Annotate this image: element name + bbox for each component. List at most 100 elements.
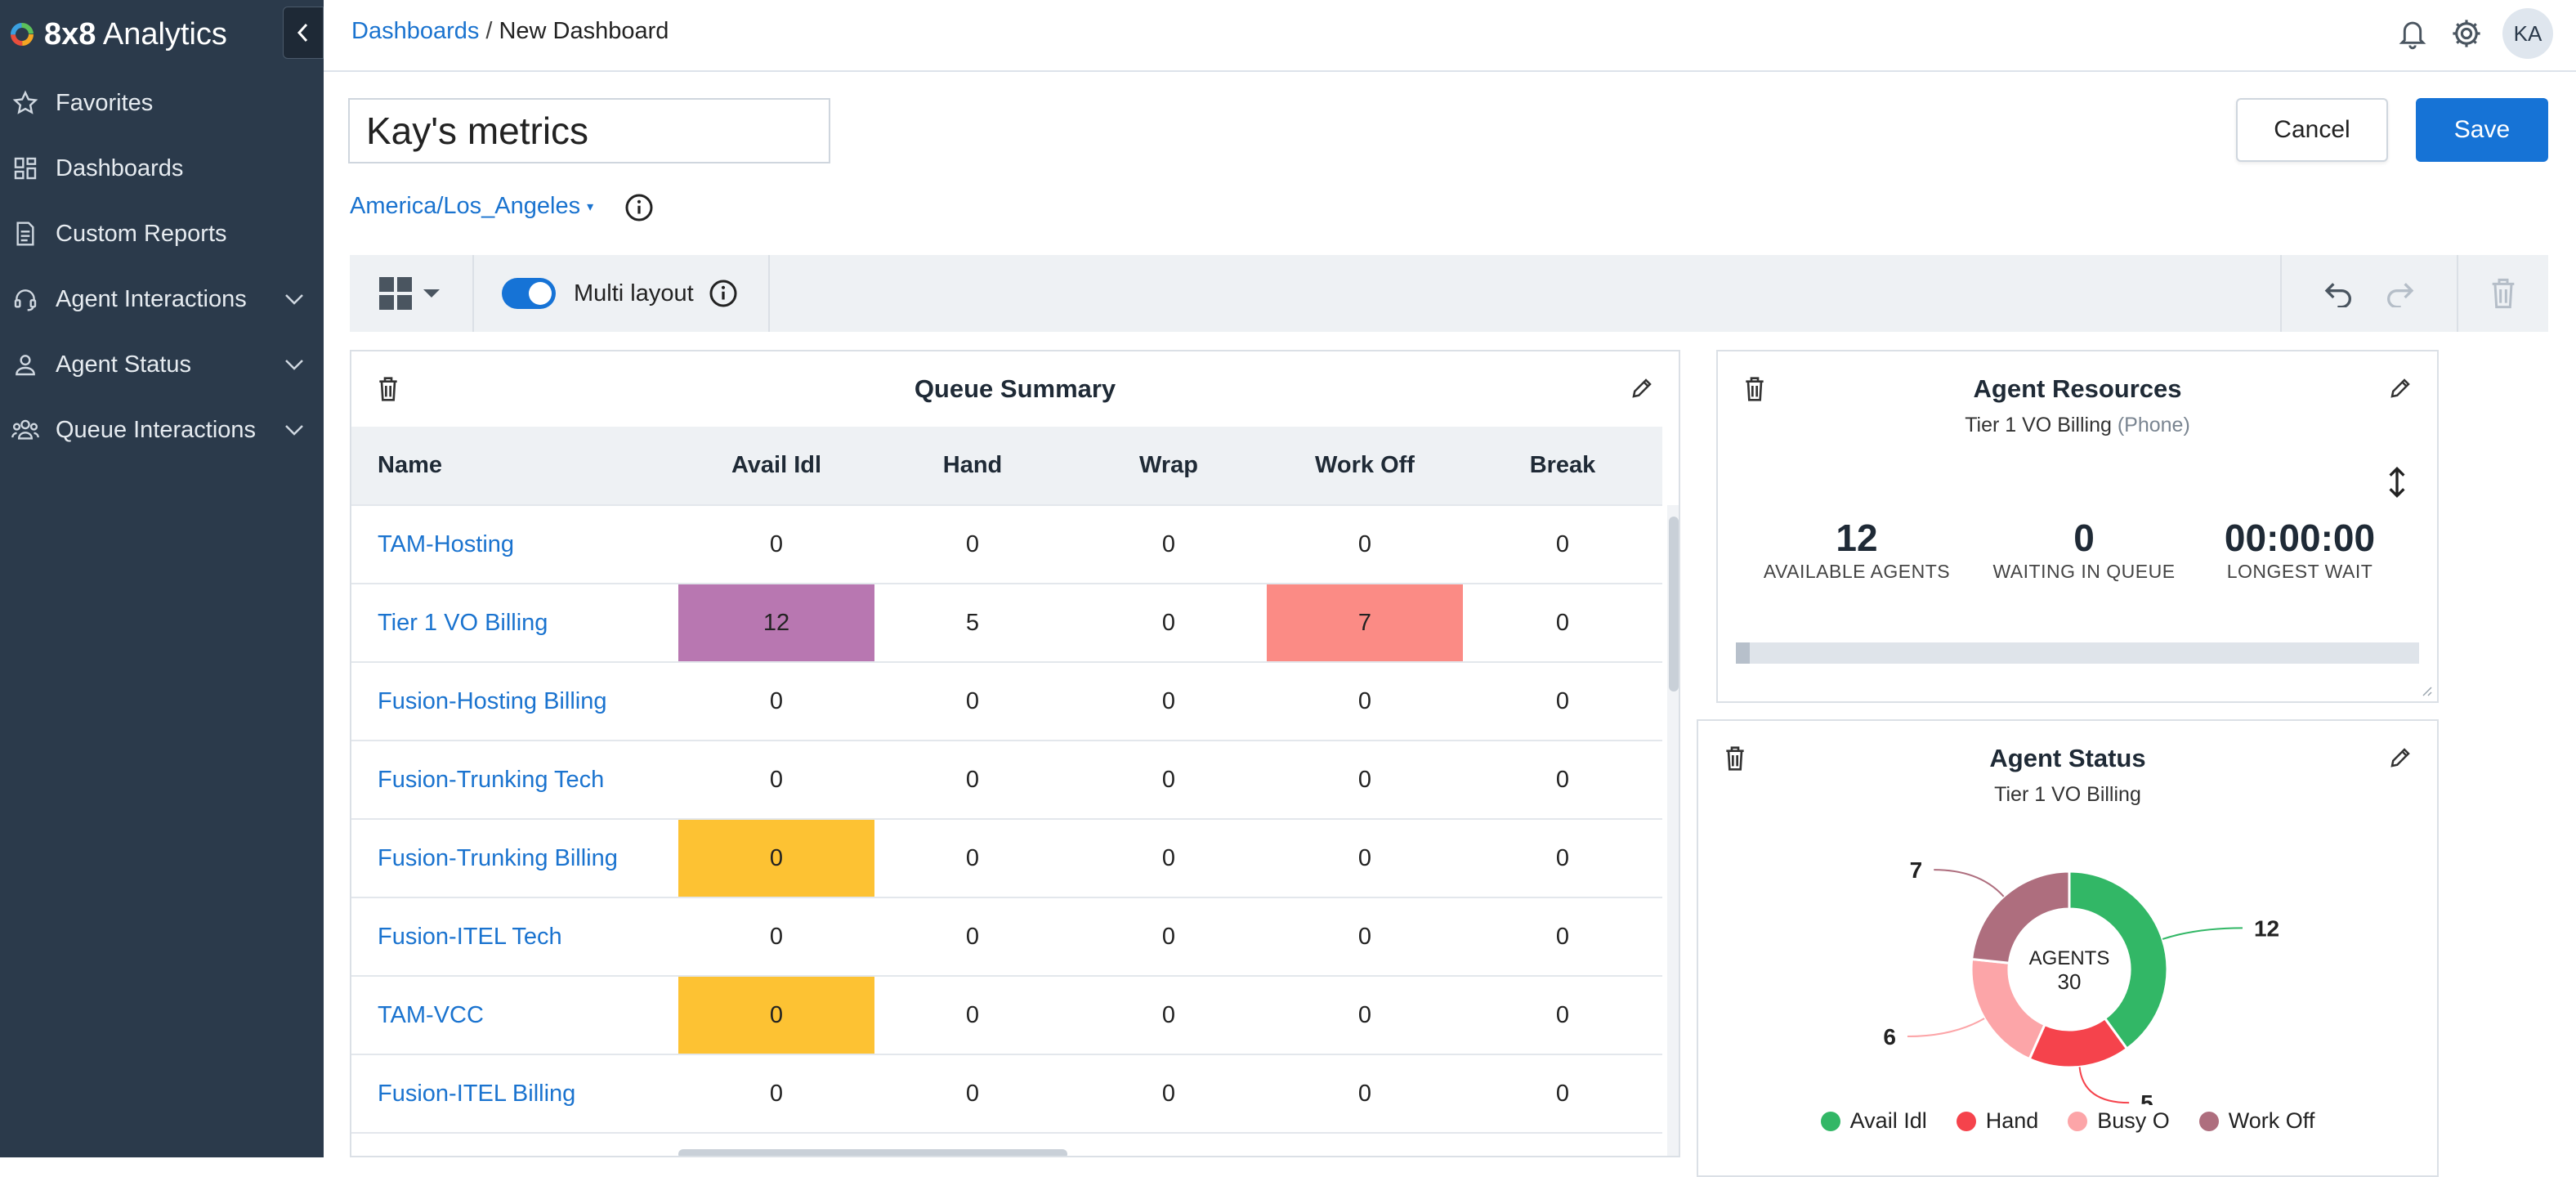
sidebar-item-agent-status[interactable]: Agent Status bbox=[0, 332, 324, 397]
queue-summary-widget: Queue Summary Name Avail Idl Hand Wrap W… bbox=[350, 350, 1680, 1157]
bell-icon[interactable] bbox=[2395, 16, 2431, 51]
legend-item[interactable]: Busy O bbox=[2068, 1108, 2170, 1134]
table-cell: 0 bbox=[678, 1054, 874, 1133]
sidebar-item-custom-reports[interactable]: Custom Reports bbox=[0, 201, 324, 266]
widget-title: Agent Resources bbox=[1973, 374, 2182, 403]
queue-summary-table: Name Avail Idl Hand Wrap Work Off Break … bbox=[351, 427, 1662, 1156]
chevron-down-icon[interactable] bbox=[281, 286, 307, 312]
resize-vertical-icon[interactable] bbox=[2385, 466, 2409, 499]
queue-name-link[interactable]: TAM-VCC bbox=[351, 975, 678, 1054]
table-cell: 0 bbox=[1071, 818, 1267, 897]
document-icon bbox=[11, 220, 39, 248]
cancel-button[interactable]: Cancel bbox=[2236, 98, 2388, 162]
queue-name-link[interactable]: Fusion-ITEL Billing bbox=[351, 1054, 678, 1133]
undo-icon[interactable] bbox=[2323, 280, 2355, 307]
multi-layout-toggle[interactable] bbox=[502, 278, 556, 309]
queue-name-link[interactable]: Tier 1 VO Billing bbox=[351, 583, 678, 662]
legend-swatch bbox=[2068, 1111, 2088, 1131]
table-row[interactable]: Fusion-Hosting Billing 0 0 0 0 0 bbox=[351, 661, 1662, 741]
column-header[interactable]: Hand bbox=[874, 427, 1071, 505]
save-button[interactable]: Save bbox=[2416, 98, 2548, 162]
sidebar-item-dashboards[interactable]: Dashboards bbox=[0, 136, 324, 201]
brand[interactable]: 8x8 Analytics bbox=[8, 11, 227, 57]
table-cell: 0 bbox=[1071, 661, 1267, 741]
delete-all-button[interactable] bbox=[2458, 255, 2548, 332]
collapse-sidebar-button[interactable] bbox=[283, 7, 324, 59]
table-row[interactable]: Tier 1 VO Billing 12 5 0 7 0 bbox=[351, 583, 1662, 662]
table-row[interactable]: TAM-Hosting 0 0 0 0 0 bbox=[351, 504, 1662, 584]
legend-item[interactable]: Hand bbox=[1956, 1108, 2038, 1134]
table-cell: 0 bbox=[1071, 504, 1267, 584]
column-header[interactable]: Avail Idl bbox=[678, 427, 874, 505]
table-cell: 0 bbox=[1267, 504, 1463, 584]
longest-wait-stat: 00:00:00 LONGEST WAIT bbox=[2177, 515, 2422, 583]
caret-down-icon: ▾ bbox=[587, 199, 594, 214]
trash-icon[interactable] bbox=[1723, 745, 1747, 772]
table-row[interactable]: Fusion-ITEL Billing 0 0 0 0 0 bbox=[351, 1054, 1662, 1133]
breadcrumb-current: New Dashboard bbox=[499, 18, 669, 44]
layout-grid-icon bbox=[379, 277, 412, 310]
sidebar-item-queue-interactions[interactable]: Queue Interactions bbox=[0, 397, 324, 463]
table-cell: 0 bbox=[678, 818, 874, 897]
donut-slice[interactable] bbox=[1970, 870, 2071, 964]
star-icon bbox=[11, 89, 39, 117]
app-logo-icon bbox=[11, 23, 34, 46]
scrollbar-thumb[interactable] bbox=[1669, 517, 1679, 691]
queue-name-link[interactable]: Fusion-Hosting Billing bbox=[351, 661, 678, 741]
donut-center-label: AGENTS bbox=[2029, 947, 2110, 969]
avatar[interactable]: KA bbox=[2502, 8, 2553, 59]
table-cell: 0 bbox=[874, 740, 1071, 819]
redo-icon[interactable] bbox=[2383, 280, 2416, 307]
dashboard-name-input[interactable] bbox=[348, 98, 830, 163]
queue-name-link[interactable]: Fusion-Trunking Tech bbox=[351, 740, 678, 819]
info-icon[interactable] bbox=[709, 279, 738, 308]
sidebar-item-label: Favorites bbox=[56, 89, 154, 116]
headset-icon bbox=[11, 285, 39, 313]
layout-picker-button[interactable] bbox=[350, 255, 474, 332]
donut-slice[interactable] bbox=[2068, 870, 2169, 1051]
slice-value-label: 7 bbox=[1910, 857, 1923, 883]
chevron-down-icon[interactable] bbox=[281, 351, 307, 378]
slice-leader-line bbox=[1907, 1018, 1985, 1037]
table-cell: 0 bbox=[1463, 975, 1662, 1054]
chevron-down-icon[interactable] bbox=[281, 417, 307, 443]
table-row[interactable]: TAM-VCC 0 0 0 0 0 bbox=[351, 975, 1662, 1054]
sidebar-item-agent-interactions[interactable]: Agent Interactions bbox=[0, 266, 324, 332]
donut-slice[interactable] bbox=[1970, 957, 2046, 1061]
trash-icon[interactable] bbox=[1742, 376, 1767, 402]
stat-label: AVAILABLE AGENTS bbox=[1763, 561, 1951, 582]
vertical-scrollbar[interactable] bbox=[1667, 505, 1679, 1156]
table-row[interactable]: Fusion-ITEL Tech 0 0 0 0 0 bbox=[351, 897, 1662, 976]
queue-name-link[interactable]: Fusion-ITEL Tech bbox=[351, 897, 678, 976]
top-bar: Dashboards / New Dashboard KA bbox=[324, 0, 2576, 72]
breadcrumb-dashboards-link[interactable]: Dashboards bbox=[351, 18, 480, 44]
table-row[interactable]: Fusion-Trunking Tech 0 0 0 0 0 bbox=[351, 740, 1662, 819]
queue-name-link[interactable]: Fusion-Trunking Billing bbox=[351, 818, 678, 897]
table-cell: 0 bbox=[678, 897, 874, 976]
chart-legend: Avail Idl Hand Busy O Work Off bbox=[1698, 1108, 2437, 1134]
sidebar-item-favorites[interactable]: Favorites bbox=[0, 70, 324, 136]
column-header[interactable]: Wrap bbox=[1071, 427, 1267, 505]
trash-icon[interactable] bbox=[376, 376, 400, 402]
legend-item[interactable]: Work Off bbox=[2198, 1108, 2314, 1134]
table-row[interactable]: Fusion-Trunking Billing 0 0 0 0 0 bbox=[351, 818, 1662, 897]
queue-name-link[interactable]: TAM-Hosting bbox=[351, 504, 678, 584]
horizontal-scrollbar[interactable] bbox=[678, 1149, 1067, 1156]
pencil-icon[interactable] bbox=[1630, 376, 1654, 401]
legend-swatch bbox=[2198, 1111, 2219, 1131]
info-icon[interactable] bbox=[624, 193, 654, 222]
queue-name-link[interactable] bbox=[351, 1132, 678, 1156]
pencil-icon[interactable] bbox=[2388, 376, 2413, 401]
timezone-dropdown[interactable]: America/Los_Angeles ▾ bbox=[350, 193, 593, 220]
resize-grip-icon[interactable] bbox=[2421, 685, 2432, 696]
breadcrumb-separator: / bbox=[485, 18, 493, 44]
pencil-icon[interactable] bbox=[2388, 745, 2413, 770]
column-header[interactable]: Break bbox=[1463, 427, 1662, 505]
gear-icon[interactable] bbox=[2449, 16, 2484, 51]
agent-resources-bar bbox=[1736, 642, 2419, 664]
column-header[interactable]: Name bbox=[351, 427, 678, 505]
sidebar-item-label: Agent Status bbox=[56, 351, 192, 378]
sidebar-item-label: Custom Reports bbox=[56, 220, 227, 247]
column-header[interactable]: Work Off bbox=[1267, 427, 1463, 505]
legend-item[interactable]: Avail Idl bbox=[1820, 1108, 1927, 1134]
